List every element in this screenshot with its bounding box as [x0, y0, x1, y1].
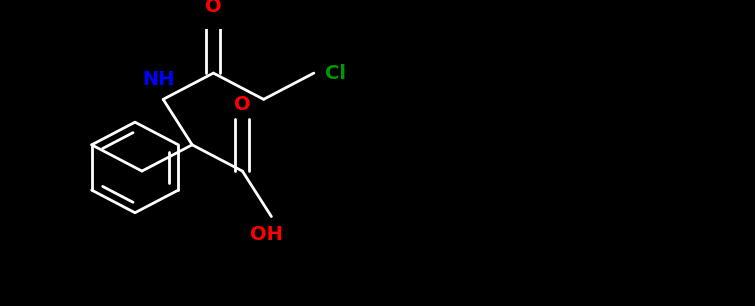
Text: NH: NH [142, 70, 174, 89]
Text: O: O [234, 95, 251, 114]
Text: Cl: Cl [325, 64, 347, 83]
Text: O: O [205, 0, 222, 16]
Text: OH: OH [250, 225, 283, 244]
